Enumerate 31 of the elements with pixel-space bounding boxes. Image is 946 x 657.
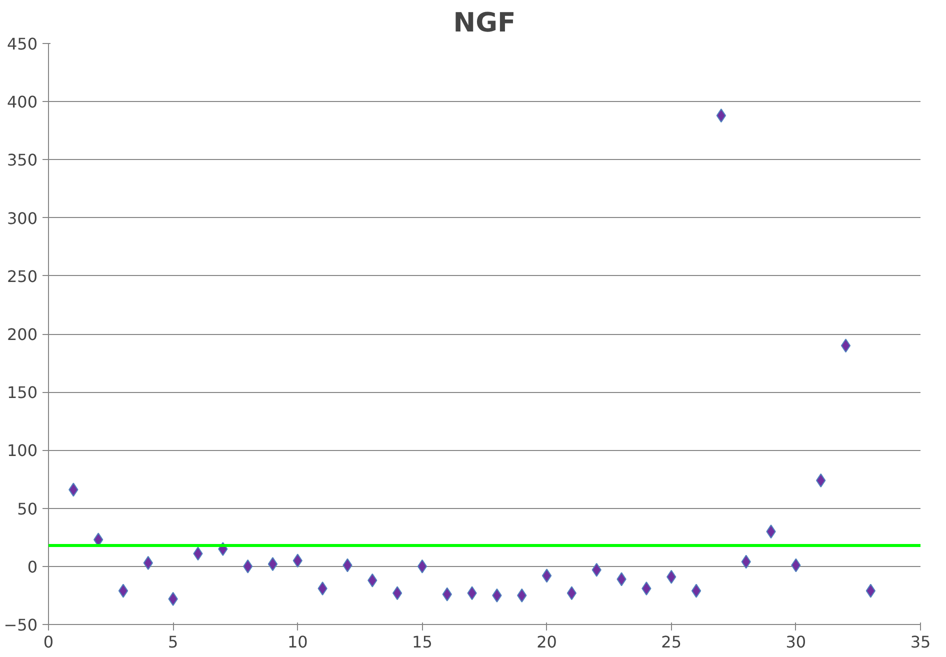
x-tick-label: 30	[786, 632, 806, 652]
y-tick-label: 400	[6, 92, 38, 112]
y-tick-label: 350	[6, 150, 38, 170]
x-tick-label: 10	[287, 632, 308, 652]
y-tick-label: 200	[6, 325, 38, 344]
x-tick-label: 25	[661, 632, 682, 652]
point	[118, 584, 128, 598]
point	[417, 559, 428, 574]
point	[242, 559, 253, 574]
point	[392, 586, 402, 600]
point	[566, 586, 577, 600]
x-tick-label: 15	[412, 632, 432, 652]
x-tick-label: 20	[536, 632, 557, 652]
y-tick-label: 150	[6, 383, 38, 402]
y-tick-label: 50	[17, 499, 38, 518]
point	[268, 557, 278, 572]
y-tick-label: 450	[6, 34, 38, 54]
x-tick-label: 0	[43, 632, 54, 652]
y-tick-label: 250	[6, 266, 38, 286]
point	[716, 108, 726, 123]
point	[691, 584, 702, 598]
y-tick-label: 0	[27, 557, 38, 576]
point	[542, 568, 552, 583]
point	[840, 338, 851, 353]
x-tick-label: 5	[168, 632, 178, 652]
y-tick-label: 100	[6, 441, 38, 460]
y-tick-label: 300	[6, 208, 38, 228]
x-tick-label: 35	[910, 632, 931, 652]
chart-title: NGF	[453, 8, 516, 38]
y-tick-label: −50	[4, 616, 38, 634]
point	[866, 584, 876, 598]
